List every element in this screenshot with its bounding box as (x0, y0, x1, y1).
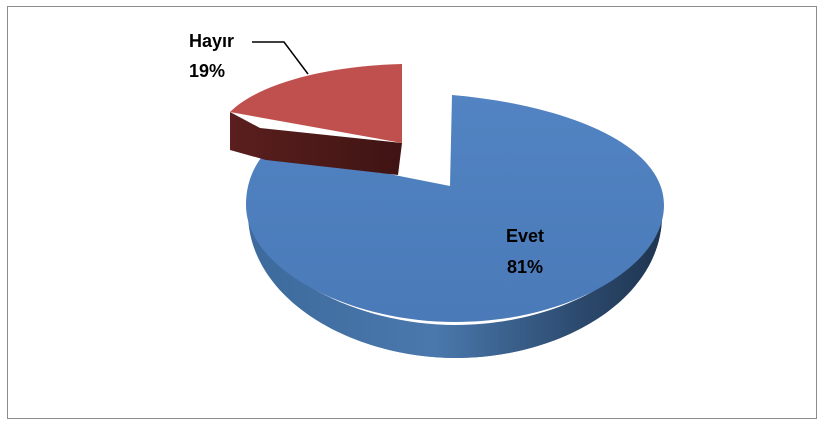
slice-evet (246, 95, 664, 358)
slice-hayir-top (230, 64, 402, 143)
slice-evet-side-fill (248, 198, 662, 358)
percent-evet: 81% (507, 257, 543, 277)
percent-hayir: 19% (189, 61, 225, 81)
slice-hayir-side (230, 112, 402, 175)
leader-line-hayir (252, 41, 309, 75)
slice-evet-top (246, 95, 664, 322)
label-evet: Evet (506, 226, 544, 246)
label-hayir: Hayır (189, 31, 234, 51)
slice-hayir (230, 64, 402, 175)
